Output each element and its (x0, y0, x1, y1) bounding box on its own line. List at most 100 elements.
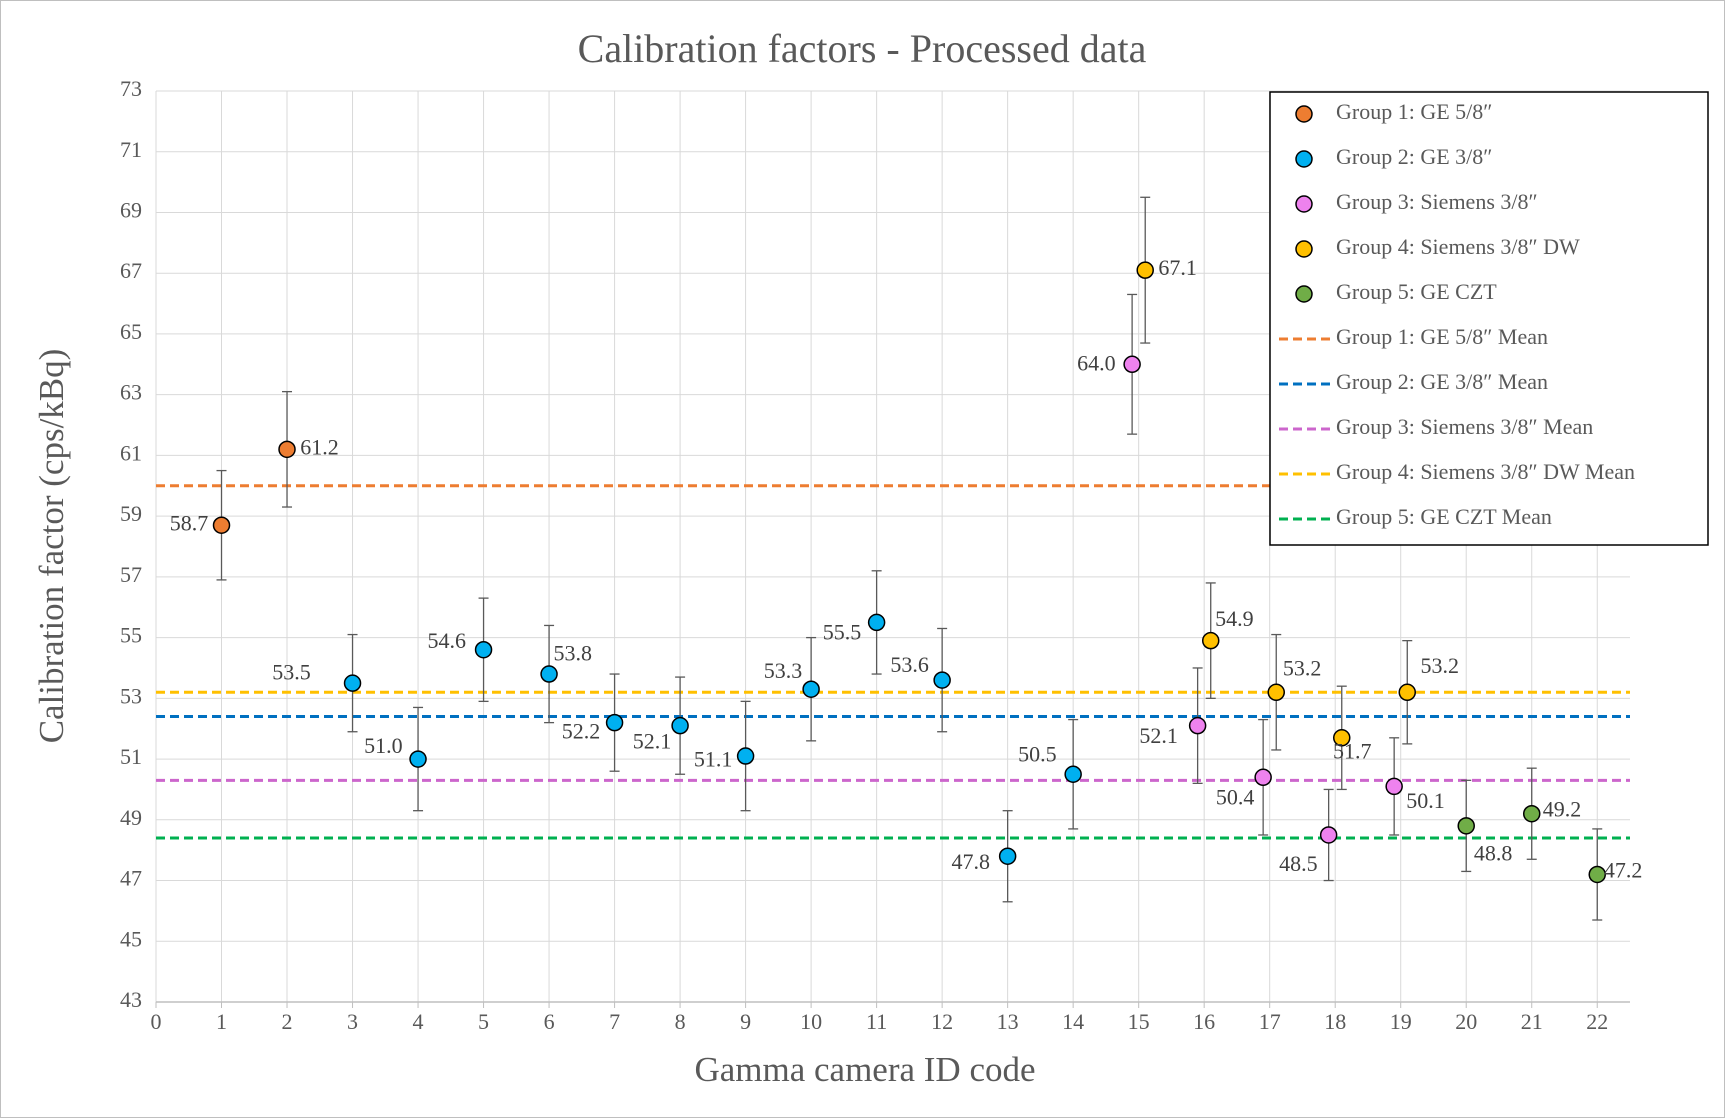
x-tick-label: 2 (282, 1009, 293, 1034)
y-tick-label: 53 (120, 683, 142, 708)
legend-label: Group 2: GE 3/8″ Mean (1336, 369, 1548, 394)
data-label: 54.9 (1215, 606, 1254, 631)
legend-marker (1295, 105, 1313, 123)
point (474, 640, 493, 659)
legend-marker (1295, 195, 1313, 213)
data-label: 53.6 (890, 652, 929, 677)
y-tick-label: 45 (120, 926, 142, 951)
legend-marker (1295, 285, 1313, 303)
point (540, 665, 558, 683)
point (343, 674, 362, 692)
y-tick-label: 71 (120, 137, 142, 162)
data-label: 51.7 (1333, 738, 1372, 763)
point (1064, 765, 1082, 783)
x-tick-label: 22 (1586, 1009, 1608, 1034)
y-tick-label: 67 (120, 258, 142, 283)
x-tick-label: 21 (1521, 1009, 1543, 1034)
point (1385, 777, 1403, 796)
point (671, 716, 689, 735)
point (1267, 683, 1285, 702)
point (1333, 729, 1351, 747)
y-tick-label: 47 (120, 866, 142, 891)
data-label: 53.3 (764, 658, 803, 683)
data-label: 48.5 (1279, 851, 1318, 876)
x-tick-label: 13 (997, 1009, 1019, 1034)
data-label: 53.2 (1283, 655, 1322, 680)
x-tick-label: 11 (866, 1009, 887, 1034)
x-tick-label: 18 (1324, 1009, 1346, 1034)
point (212, 516, 231, 534)
point (1319, 826, 1338, 844)
point (998, 847, 1017, 865)
x-axis-title: Gamma camera ID code (694, 1050, 1035, 1089)
data-label: 49.2 (1543, 797, 1582, 822)
point (605, 713, 624, 732)
data-label: 61.2 (300, 434, 339, 459)
point (1457, 817, 1475, 835)
point (409, 750, 427, 768)
data-label: 47.2 (1604, 857, 1643, 882)
x-tick-label: 15 (1128, 1009, 1150, 1034)
data-label: 50.4 (1216, 784, 1255, 809)
point (1201, 631, 1220, 650)
x-tick-label: 14 (1062, 1009, 1084, 1034)
data-label: 51.0 (364, 733, 403, 758)
data-label: 48.8 (1474, 841, 1513, 866)
x-tick-label: 10 (800, 1009, 822, 1034)
point (933, 671, 951, 689)
y-axis-title: Calibration factor (cps/kBq) (32, 349, 71, 744)
point (1123, 355, 1141, 374)
data-label: 52.2 (562, 719, 601, 744)
data-label: 53.2 (1420, 653, 1459, 678)
data-label: 64.0 (1077, 350, 1116, 375)
y-tick-label: 51 (120, 744, 142, 769)
legend-box (1269, 91, 1709, 546)
point (1136, 261, 1154, 279)
y-tick-label: 73 (120, 76, 142, 101)
data-label: 53.5 (272, 659, 311, 684)
data-label: 55.5 (823, 620, 862, 645)
point (1398, 683, 1417, 702)
y-tick-label: 57 (120, 562, 142, 587)
y-tick-label: 69 (120, 198, 142, 223)
legend-marker (1295, 240, 1313, 258)
legend-label: Group 5: GE CZT (1336, 279, 1497, 304)
y-tick-label: 49 (120, 805, 142, 830)
data-label: 58.7 (170, 510, 209, 535)
legend-label: Group 3: Siemens 3/8″ Mean (1336, 414, 1593, 439)
x-tick-label: 16 (1193, 1009, 1215, 1034)
data-label: 47.8 (952, 849, 991, 874)
data-label: 51.1 (694, 747, 733, 772)
point (802, 680, 820, 698)
x-tick-label: 1 (216, 1009, 227, 1034)
y-tick-label: 43 (120, 987, 142, 1012)
y-tick-label: 65 (120, 319, 142, 344)
y-tick-label: 63 (120, 380, 142, 405)
legend-label: Group 5: GE CZT Mean (1336, 504, 1552, 529)
x-tick-label: 3 (347, 1009, 358, 1034)
data-label: 54.6 (427, 628, 466, 653)
data-label: 67.1 (1158, 255, 1197, 280)
point (278, 440, 296, 459)
x-tick-label: 7 (609, 1009, 620, 1034)
legend-label: Group 4: Siemens 3/8″ DW Mean (1336, 459, 1635, 484)
point (1588, 865, 1606, 884)
point (736, 747, 755, 765)
legend-label: Group 1: GE 5/8″ Mean (1336, 324, 1548, 349)
legend-label: Group 4: Siemens 3/8″ DW (1336, 234, 1580, 259)
x-tick-label: 0 (151, 1009, 162, 1034)
y-tick-label: 55 (120, 623, 142, 648)
chart-title: Calibration factors - Processed data (578, 26, 1147, 71)
point (1188, 716, 1207, 735)
x-tick-label: 20 (1455, 1009, 1477, 1034)
data-label: 53.8 (553, 640, 592, 665)
legend-label: Group 3: Siemens 3/8″ (1336, 189, 1538, 214)
x-tick-label: 4 (413, 1009, 424, 1034)
legend-marker (1295, 150, 1313, 168)
x-tick-label: 12 (931, 1009, 953, 1034)
y-tick-label: 59 (120, 501, 142, 526)
y-tick-label: 61 (120, 440, 142, 465)
point (1522, 804, 1541, 823)
point (1254, 768, 1272, 787)
